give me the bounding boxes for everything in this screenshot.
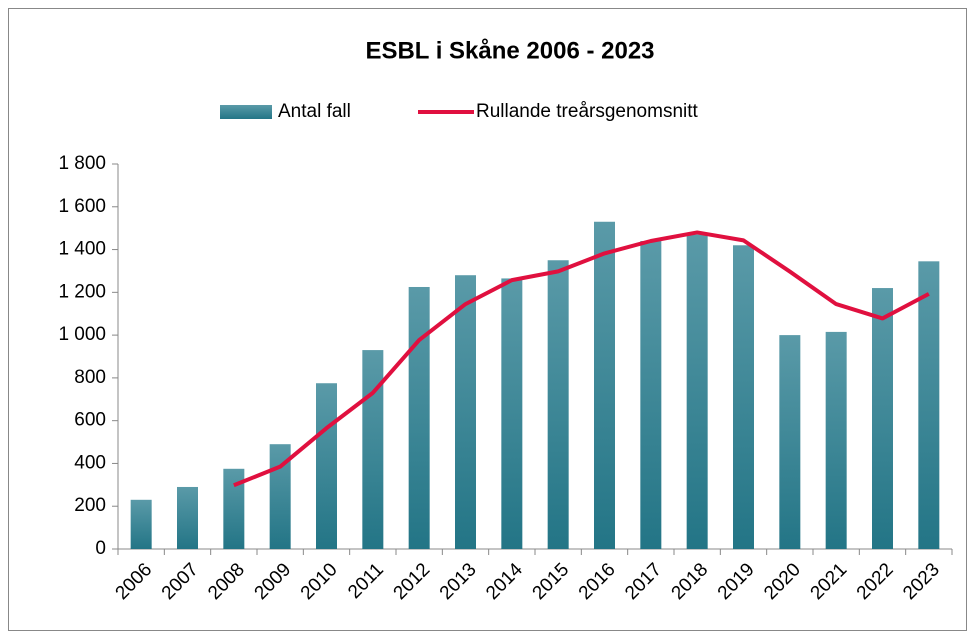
bar [408,286,430,549]
y-tick-label: 1 400 [58,239,106,260]
line [233,230,930,488]
bar [918,261,940,549]
bar [594,221,615,549]
bar [501,278,523,549]
chart-border [8,8,967,631]
bar [362,350,384,549]
bar [733,245,754,549]
y-tick-label: 600 [74,410,106,431]
bar [316,383,337,549]
y-tick-label: 1 000 [58,324,106,345]
bar [130,499,152,549]
legend-label: Rullande treårsgenomsnitt [476,101,699,122]
y-tick-label: 1 800 [58,153,106,174]
y-tick-label: 1 600 [58,196,106,217]
bar [177,486,198,549]
legend-swatch [220,105,272,119]
y-tick-label: 0 [95,538,106,559]
y-tick-label: 1 200 [58,281,106,302]
bar [455,275,476,549]
y-tick-label: 800 [74,367,106,388]
bar [779,335,801,549]
bar [223,468,245,549]
y-tick-label: 400 [74,452,106,473]
bar [640,241,662,549]
bar [872,288,893,549]
bar [686,234,708,550]
legend-label: Antal fall [278,101,351,122]
chart-title: ESBL i Skåne 2006 - 2023 [365,37,654,64]
bar [547,260,569,549]
y-tick-label: 200 [74,495,106,516]
bar [825,331,847,549]
